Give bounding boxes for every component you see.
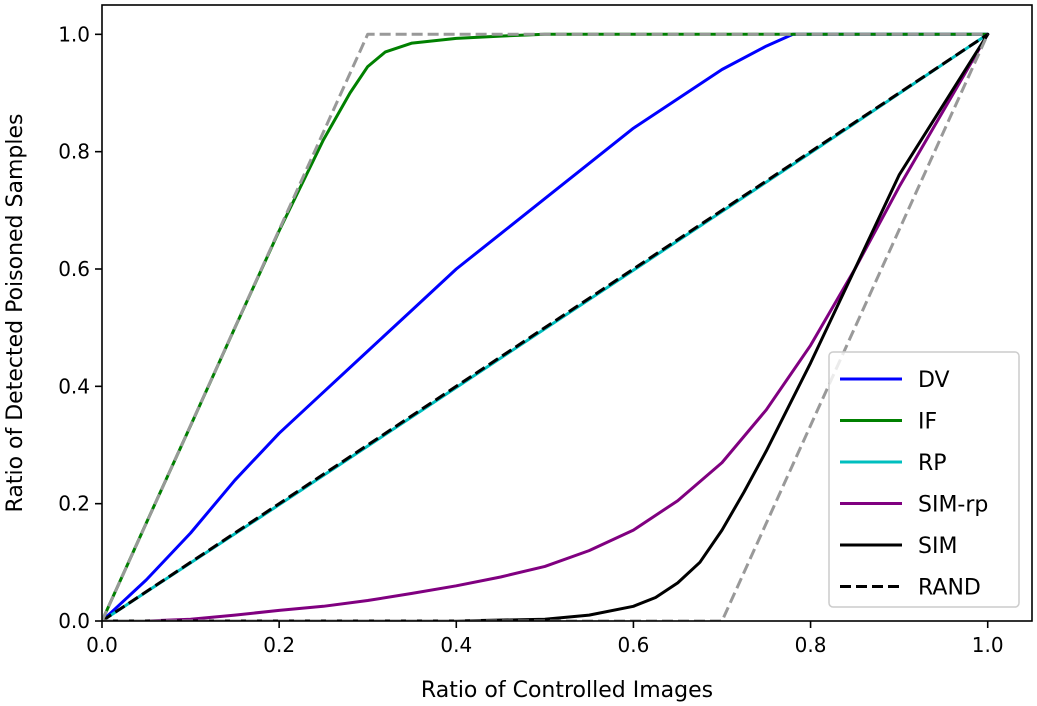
series-line-dv	[102, 32, 990, 621]
reference-line-lower-bound	[102, 33, 990, 621]
x-axis-label: Ratio of Controlled Images	[421, 678, 713, 703]
y-axis-label: Ratio of Detected Poisoned Samples	[3, 114, 28, 513]
series-line-rand	[102, 33, 989, 621]
reference-line-upper-bound	[102, 32, 988, 621]
x-tick-label: 0.2	[263, 633, 295, 657]
y-tick-label: 1.0	[58, 22, 90, 46]
legend-label: IF	[918, 410, 937, 435]
legend-entry: DV	[840, 368, 950, 393]
series-line-sim-rp	[102, 32, 990, 621]
legend-entry: RAND	[840, 576, 981, 601]
legend-entry: SIM	[840, 534, 957, 559]
x-tick-label: 0.8	[795, 633, 827, 657]
legend-label: SIM	[918, 534, 957, 559]
x-tick-label: 0.0	[86, 633, 118, 657]
legend-entry: SIM-rp	[840, 493, 988, 518]
y-tick-label: 0.2	[58, 492, 90, 516]
series-line-sim	[102, 32, 990, 621]
plot-frame	[101, 4, 1033, 622]
x-tick-label: 1.0	[972, 633, 1004, 657]
legend-entry: IF	[840, 410, 937, 435]
legend-label: RAND	[918, 576, 981, 601]
y-tick-label: 0.0	[58, 609, 90, 633]
legend-entry: RP	[840, 451, 947, 476]
legend-label: SIM-rp	[918, 493, 988, 518]
legend-label: RP	[918, 451, 947, 476]
legend-box	[828, 351, 1020, 608]
y-axis-ticks: 0.0 0.2 0.4 0.6 0.8 1.0	[58, 22, 102, 633]
y-tick-label: 0.4	[58, 374, 90, 398]
x-tick-label: 0.4	[440, 633, 472, 657]
legend: DV IF RP SIM-rp SIM RAND	[828, 351, 1020, 608]
x-axis-ticks: 0.0 0.2 0.4 0.6 0.8 1.0	[86, 621, 1004, 657]
y-tick-label: 0.6	[58, 257, 90, 281]
y-tick-label: 0.8	[58, 140, 90, 164]
x-tick-label: 0.6	[618, 633, 650, 657]
plot-lines	[102, 32, 990, 621]
legend-label: DV	[918, 368, 950, 393]
